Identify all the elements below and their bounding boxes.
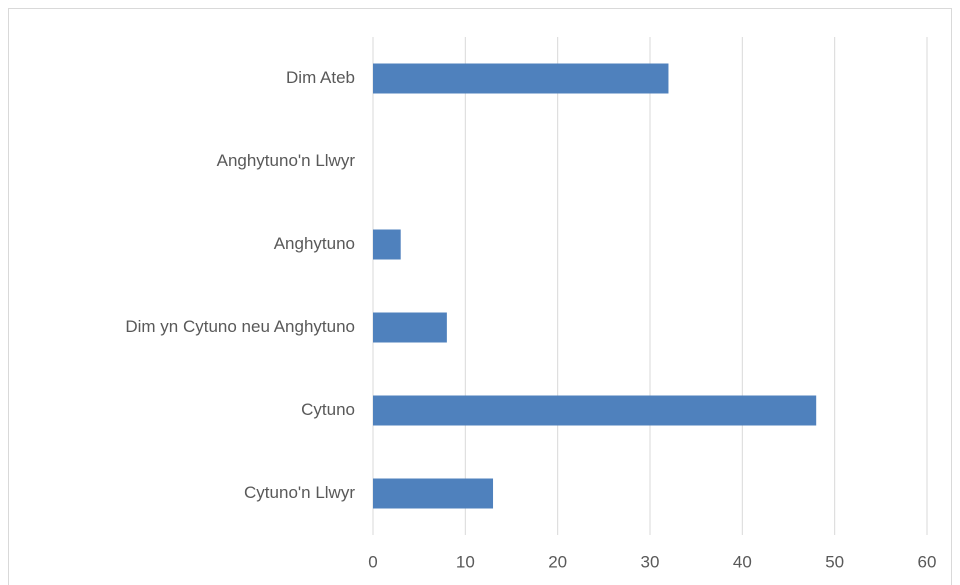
- x-tick-label: 60: [918, 552, 937, 571]
- y-tick-label: Anghytuno'n Llwyr: [217, 151, 356, 170]
- bar: [373, 63, 669, 94]
- y-tick-label: Cytuno: [301, 400, 355, 419]
- y-tick-label: Anghytuno: [274, 234, 355, 253]
- x-tick-label: 20: [548, 552, 567, 571]
- x-tick-label: 40: [733, 552, 752, 571]
- x-tick-label: 50: [825, 552, 844, 571]
- y-tick-label: Cytuno'n Llwyr: [244, 483, 355, 502]
- bar: [373, 395, 817, 426]
- x-tick-label: 10: [456, 552, 475, 571]
- x-tick-label: 0: [368, 552, 377, 571]
- y-tick-label: Dim yn Cytuno neu Anghytuno: [125, 317, 355, 336]
- y-tick-label: Dim Ateb: [286, 68, 355, 87]
- bar: [373, 478, 494, 509]
- bar: [373, 229, 401, 260]
- x-tick-label: 30: [641, 552, 660, 571]
- bar: [373, 312, 447, 343]
